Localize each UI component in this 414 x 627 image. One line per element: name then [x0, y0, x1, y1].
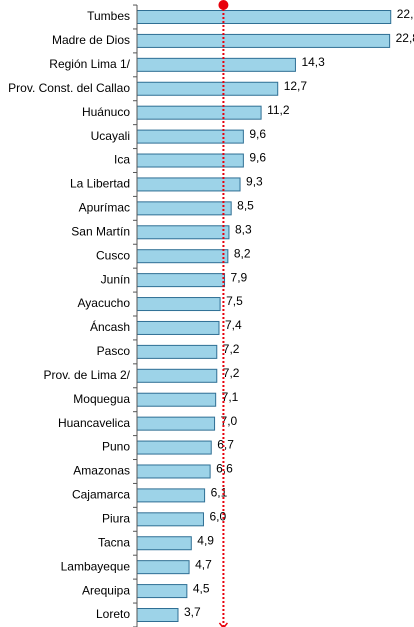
y-tick-label: Madre de Dios — [52, 33, 130, 47]
value-label: 7,5 — [226, 294, 243, 308]
value-label: 9,6 — [249, 127, 266, 141]
bar — [136, 584, 188, 599]
y-tick-label: Cajamarca — [72, 488, 130, 502]
y-tick-label: Amazonas — [73, 464, 130, 478]
y-tick-label: Apurímac — [79, 201, 130, 215]
y-tick-label: San Martín — [71, 224, 130, 238]
y-tick-label: Puno — [102, 440, 130, 454]
bar — [136, 392, 217, 407]
value-label: 12,7 — [284, 79, 308, 93]
y-tick-label: Ica — [114, 153, 130, 167]
y-tick-label: La Libertad — [70, 177, 130, 191]
bar — [136, 608, 179, 622]
bar — [136, 512, 204, 527]
y-tick-label: Huancavelica — [58, 416, 130, 430]
value-label: 3,7 — [184, 605, 201, 619]
bar — [136, 129, 244, 144]
bar — [136, 488, 206, 503]
y-tick-label: Prov. Const. del Callao — [8, 81, 130, 95]
value-label: 11,2 — [267, 103, 290, 117]
bar — [136, 177, 241, 192]
y-tick-label: Cusco — [96, 248, 130, 262]
y-tick-label: Huánuco — [82, 105, 130, 119]
bar — [136, 81, 279, 96]
value-label: 7,2 — [223, 366, 240, 380]
bar — [136, 560, 190, 575]
value-label: 14,3 — [301, 55, 325, 69]
value-label: 9,3 — [246, 175, 263, 189]
value-label: 4,5 — [193, 581, 210, 595]
bar — [136, 57, 296, 72]
bar — [136, 225, 230, 240]
bar — [136, 249, 229, 264]
bar — [136, 273, 226, 288]
value-label: 8,2 — [234, 246, 251, 260]
value-label: 9,6 — [249, 151, 266, 165]
y-tick-label: Región Lima 1/ — [49, 57, 130, 71]
bar — [136, 105, 262, 120]
reference-arrow — [218, 622, 229, 627]
y-tick-label: Prov. de Lima 2/ — [44, 368, 131, 382]
y-tick-label: Tumbes — [87, 9, 130, 23]
y-tick-label: Ayacucho — [78, 296, 131, 310]
value-label: 6,6 — [216, 462, 233, 476]
y-tick-label: Piura — [102, 511, 130, 525]
value-label: 7,2 — [223, 342, 240, 356]
value-label: 6,7 — [217, 438, 234, 452]
y-tick-label: Tacna — [98, 535, 130, 549]
value-label: 7,4 — [225, 318, 242, 332]
bar — [136, 464, 211, 479]
bar — [136, 201, 232, 216]
value-label: 6,0 — [209, 509, 226, 523]
bar — [136, 33, 391, 48]
value-label: 22,9 — [397, 7, 414, 21]
value-label: 4,9 — [197, 533, 214, 547]
value-label: 22,8 — [396, 31, 414, 45]
value-label: 8,5 — [237, 199, 254, 213]
y-tick-label: Lambayeque — [61, 559, 131, 573]
value-label: 6,1 — [211, 486, 228, 500]
reference-dot — [218, 0, 229, 10]
bar — [136, 320, 220, 335]
bar — [136, 440, 212, 455]
value-label: 7,0 — [221, 414, 238, 428]
bar — [136, 416, 216, 431]
bar — [136, 368, 218, 383]
bar — [136, 10, 392, 24]
value-label: 7,1 — [222, 390, 239, 404]
bar — [136, 536, 192, 551]
value-label: 4,7 — [195, 557, 212, 571]
value-label: 7,9 — [231, 270, 248, 284]
y-tick-label: Junín — [101, 272, 130, 286]
y-tick-label: Arequipa — [82, 583, 130, 597]
y-tick-label: Ucayali — [91, 129, 130, 143]
bar — [136, 153, 244, 168]
y-tick-label: Moquegua — [73, 392, 130, 406]
y-tick-label: Pasco — [97, 344, 131, 358]
bar — [136, 344, 218, 359]
bar — [136, 297, 221, 312]
y-tick-label: Loreto — [96, 607, 130, 621]
y-tick-label: Áncash — [90, 319, 130, 334]
value-label: 8,3 — [235, 222, 252, 236]
